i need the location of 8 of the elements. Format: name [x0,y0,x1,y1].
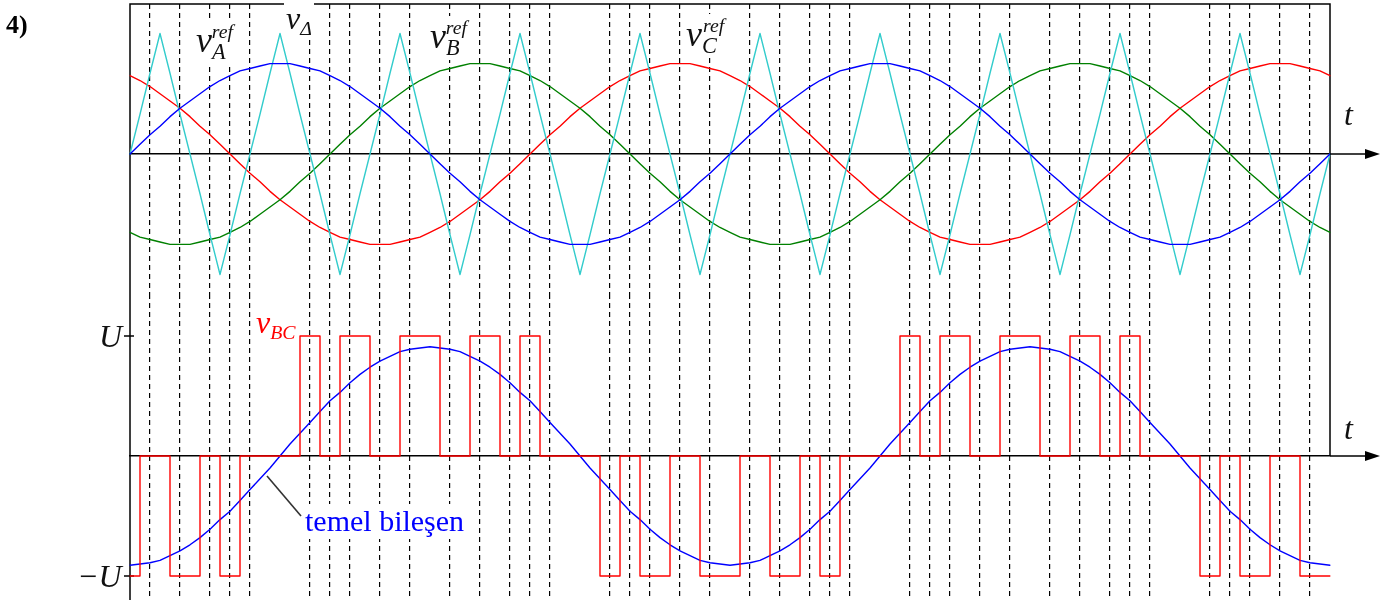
x-axis-title: t [1344,96,1353,132]
text: −U [77,558,122,594]
chart-title: 4) [6,10,28,39]
text: U [99,318,123,354]
series-label: temel bileşen [303,504,467,539]
x-axis-title: t [1344,410,1353,446]
series-label: v$_{Δ}$ [284,0,314,40]
series-label: v$_{BC}$ [254,304,298,344]
